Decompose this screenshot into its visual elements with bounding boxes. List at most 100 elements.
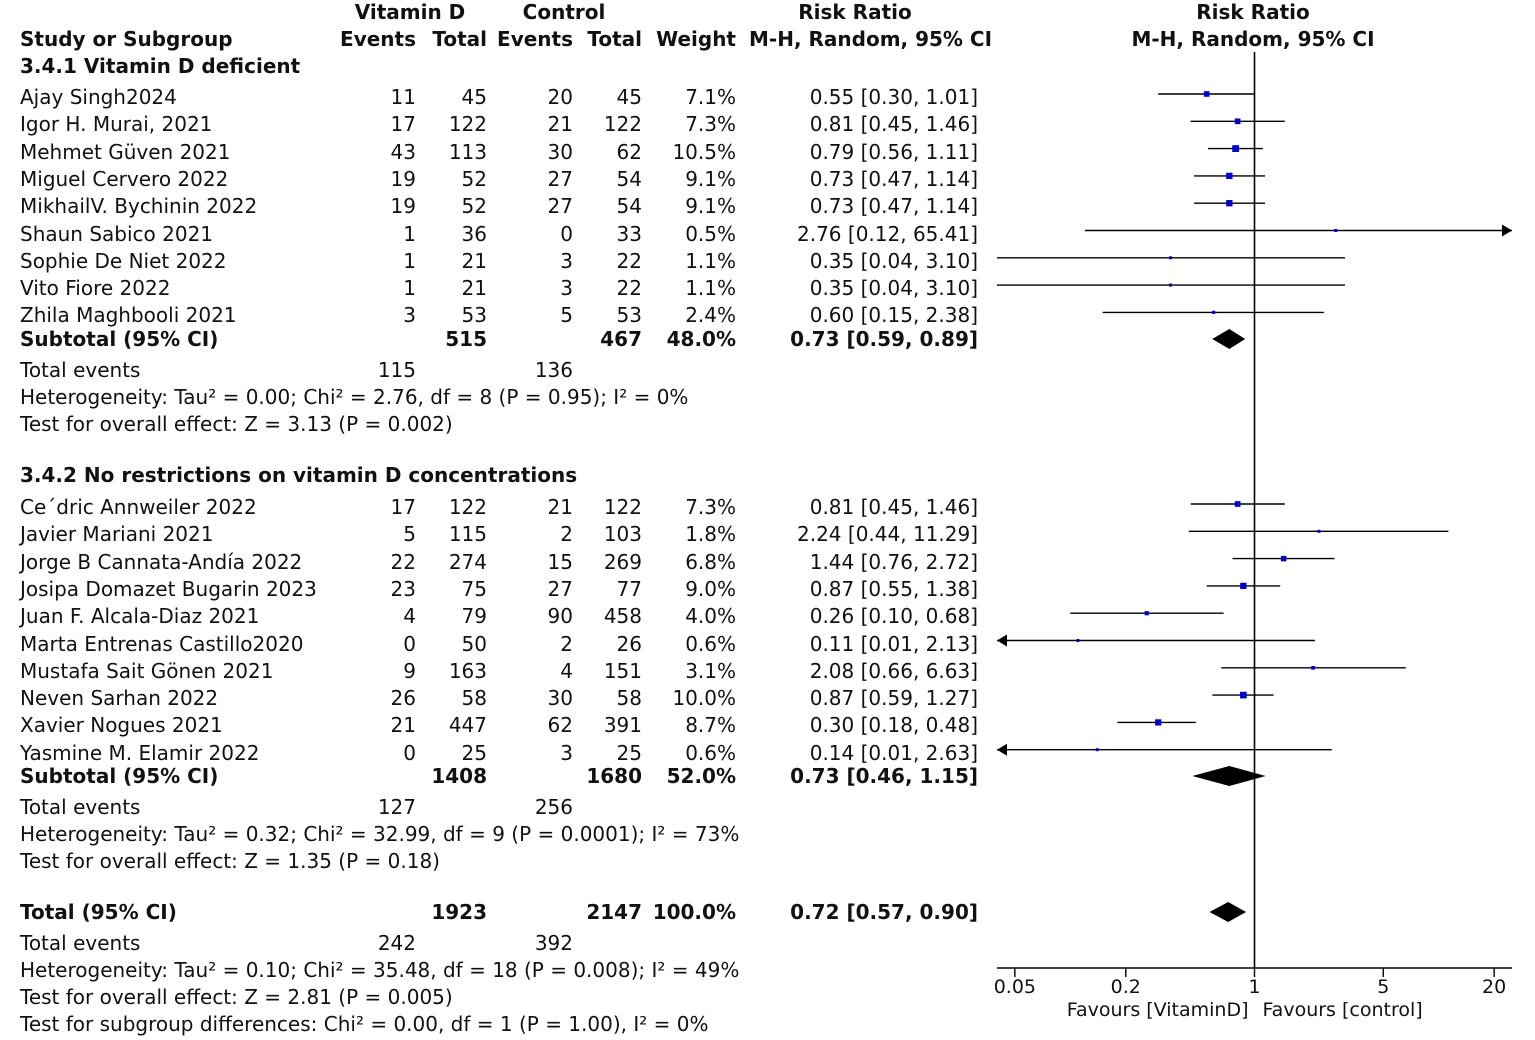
total-control: 122 [603, 112, 642, 137]
subtotal-label: Subtotal (95% CI) [20, 764, 219, 788]
ci-arrow-left [997, 634, 1007, 647]
total-control: 33 [616, 221, 642, 246]
events-vitd: 19 [390, 194, 416, 219]
study-square [1280, 555, 1287, 562]
study-name: MikhailV. Bychinin 2022 [20, 194, 258, 219]
total-control: 269 [603, 549, 642, 574]
study-name: Sophie De Niet 2022 [20, 248, 227, 273]
total-vitd: 21 [461, 248, 487, 273]
header-weight: Weight [656, 27, 736, 51]
events-vitd: 4 [403, 604, 416, 629]
header-rr-method: M-H, Random, 95% CI [749, 27, 993, 51]
total-control: 151 [603, 658, 642, 683]
subtotal-label: Subtotal (95% CI) [20, 327, 219, 351]
total-events-label: Total events [20, 358, 141, 382]
total-control: 458 [603, 604, 642, 629]
events-vitd: 1 [403, 221, 416, 246]
total-control: 58 [616, 686, 642, 711]
risk-ratio-ci: 0.81 [0.45, 1.46] [809, 112, 978, 137]
plot-title: Risk Ratio [1196, 0, 1310, 24]
study-name: Juan F. Alcala-Diaz 2021 [20, 604, 260, 629]
total-control: 22 [616, 248, 642, 273]
risk-ratio-ci: 0.14 [0.01, 2.63] [809, 740, 978, 765]
events-vitd: 5 [403, 522, 416, 547]
ci-arrow-left [997, 743, 1007, 756]
subtotal-ci: 0.73 [0.46, 1.15] [790, 764, 978, 788]
x-tick-label: 0.05 [994, 976, 1036, 998]
total-events-vitd: 127 [377, 795, 416, 819]
study-square [1240, 691, 1247, 699]
study-name: Josipa Domazet Bugarin 2023 [20, 576, 317, 601]
subtotal-weight: 52.0% [666, 764, 736, 788]
study-square [1317, 529, 1321, 533]
weight-value: 1.1% [685, 276, 736, 301]
risk-ratio-ci: 0.35 [0.04, 3.10] [809, 276, 978, 301]
total-vitd: 122 [448, 495, 487, 519]
total-control: 62 [616, 139, 642, 164]
total-vitd: 50 [461, 631, 487, 656]
events-vitd: 23 [390, 576, 416, 601]
heterogeneity-text: Heterogeneity: Tau² = 0.00; Chi² = 2.76,… [20, 385, 689, 409]
header-control: Control [522, 0, 606, 24]
events-vitd: 9 [403, 658, 416, 683]
study-square [1212, 310, 1216, 315]
subtotal-total-control: 1680 [586, 764, 642, 788]
study-square [1226, 200, 1233, 207]
weight-value: 2.4% [685, 303, 736, 328]
events-control: 90 [547, 604, 573, 629]
favours-right-label: Favours [control] [1263, 999, 1423, 1021]
total-ci: 0.72 [0.57, 0.90] [790, 900, 978, 924]
events-control: 27 [547, 166, 573, 191]
total-weight: 100.0% [652, 900, 736, 924]
events-control: 3 [560, 740, 573, 765]
events-vitd: 21 [390, 713, 416, 738]
weight-value: 7.3% [685, 495, 736, 519]
events-vitd: 3 [403, 303, 416, 328]
events-vitd: 0 [403, 631, 416, 656]
total-events-control: 256 [534, 795, 573, 819]
study-name: Jorge B Cannata-Andía 2022 [20, 549, 303, 574]
study-square [1155, 719, 1162, 726]
weight-value: 6.8% [685, 549, 736, 574]
study-square [1232, 145, 1240, 153]
total-vitd: 113 [448, 139, 487, 164]
study-square [1234, 501, 1241, 507]
total-vitd: 122 [448, 112, 487, 137]
total-control: 54 [616, 194, 642, 219]
study-square [1334, 229, 1338, 232]
weight-value: 1.1% [685, 248, 736, 273]
total-control: 391 [603, 713, 642, 738]
total-vitd: 36 [461, 221, 487, 246]
header-total-vitd: Total [432, 27, 487, 51]
ci-arrow-right [1502, 224, 1512, 237]
study-name: Neven Sarhan 2022 [20, 686, 219, 711]
study-name: Mehmet Güven 2021 [20, 139, 231, 164]
total-control: 22 [616, 276, 642, 301]
events-control: 30 [547, 686, 573, 711]
total-vitd: 75 [461, 576, 487, 601]
events-control: 5 [560, 303, 573, 328]
weight-value: 10.5% [672, 139, 736, 164]
events-control: 27 [547, 194, 573, 219]
study-square [1095, 748, 1099, 752]
risk-ratio-ci: 2.24 [0.44, 11.29] [797, 522, 978, 547]
group-title: 3.4.2 No restrictions on vitamin D conce… [20, 463, 578, 487]
overall-effect-text: Test for overall effect: Z = 2.81 (P = 0… [20, 985, 453, 1009]
weight-value: 0.5% [685, 221, 736, 246]
weight-value: 1.8% [685, 522, 736, 547]
events-vitd: 17 [390, 112, 416, 137]
total-control: 26 [616, 631, 642, 656]
total-vitd: 21 [461, 276, 487, 301]
events-control: 21 [547, 495, 573, 519]
total-control: 103 [603, 522, 642, 547]
total-control: 45 [616, 85, 642, 109]
total-vitd: 25 [461, 740, 487, 765]
risk-ratio-ci: 0.73 [0.47, 1.14] [809, 166, 978, 191]
total-control: 54 [616, 166, 642, 191]
heterogeneity-text: Heterogeneity: Tau² = 0.10; Chi² = 35.48… [20, 958, 740, 982]
weight-value: 7.3% [685, 112, 736, 137]
weight-value: 8.7% [685, 713, 736, 738]
risk-ratio-ci: 1.44 [0.76, 2.72] [809, 549, 978, 574]
total-control: 25 [616, 740, 642, 765]
